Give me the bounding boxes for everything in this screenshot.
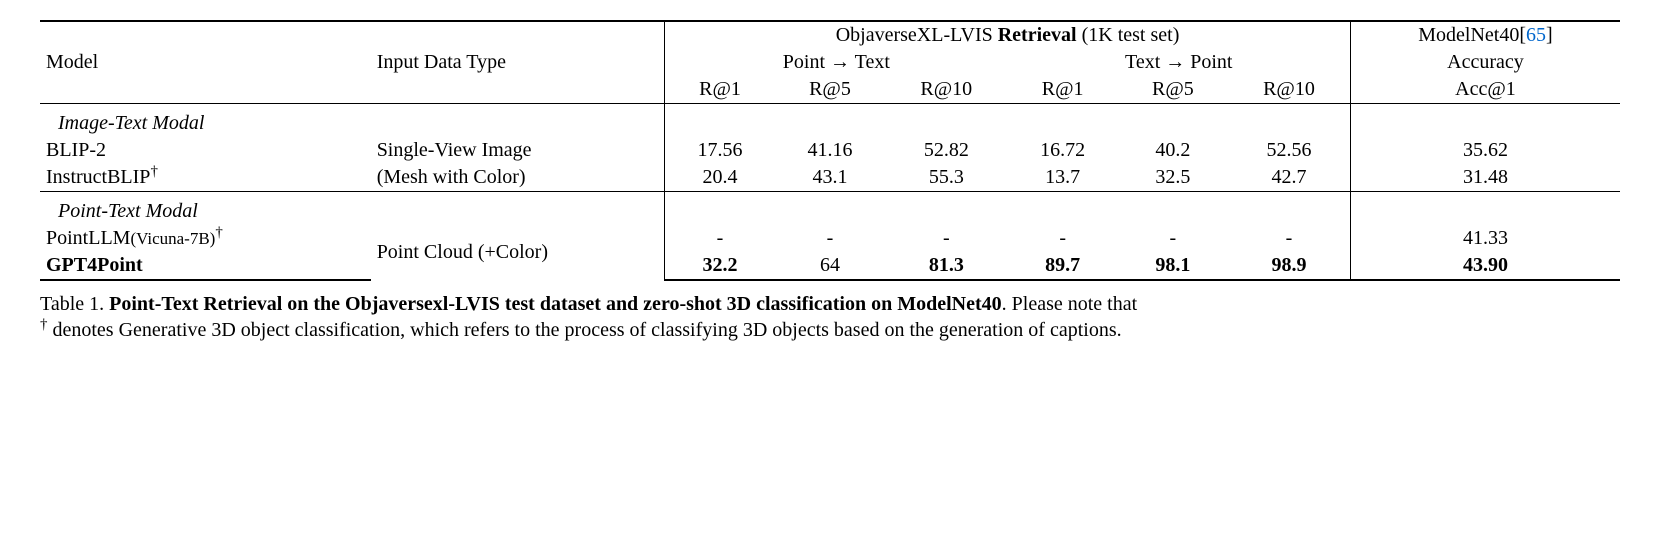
- cell: 43.1: [775, 164, 885, 192]
- cell: 13.7: [1008, 164, 1118, 192]
- cell: -: [885, 225, 1007, 252]
- table-row: PointLLM(Vicuna-7B)† Point Cloud (+Color…: [40, 225, 1620, 252]
- cell: 32.2: [665, 252, 775, 280]
- cell: 89.7: [1008, 252, 1118, 280]
- model-name: InstructBLIP†: [40, 164, 371, 192]
- retrieval-pre: ObjaverseXL-LVIS: [836, 24, 998, 46]
- cell: -: [1228, 225, 1350, 252]
- input-type: Point Cloud (+Color): [371, 225, 665, 280]
- cell: -: [775, 225, 885, 252]
- cell: 35.62: [1350, 137, 1620, 164]
- results-table-container: Model Input Data Type ObjaverseXL-LVIS R…: [40, 20, 1620, 343]
- model-name-text: InstructBLIP: [46, 166, 150, 188]
- cell: -: [1118, 225, 1228, 252]
- caption-label: Table 1.: [40, 293, 109, 315]
- caption-text: . Please note that: [1002, 293, 1138, 315]
- h-acc1: Acc@1: [1350, 76, 1620, 104]
- cell: 55.3: [885, 164, 1007, 192]
- table-row: BLIP-2 Single-View Image 17.56 41.16 52.…: [40, 137, 1620, 164]
- cell: -: [665, 225, 775, 252]
- h-p2t-r1: R@1: [665, 76, 775, 104]
- col-header-retrieval: ObjaverseXL-LVIS Retrieval (1K test set): [665, 21, 1351, 49]
- col-header-modelnet: ModelNet40[65]: [1350, 21, 1620, 49]
- cell: 52.56: [1228, 137, 1350, 164]
- group-image-text: Image-Text Modal: [40, 110, 665, 137]
- dagger-icon: †: [215, 224, 223, 240]
- h-t2p-r1: R@1: [1008, 76, 1118, 104]
- model-name: BLIP-2: [40, 137, 371, 164]
- h-p2t-r10: R@10: [885, 76, 1007, 104]
- cell: 31.48: [1350, 164, 1620, 192]
- model-name-text: PointLLM: [46, 227, 130, 249]
- h-t2p-r10: R@10: [1228, 76, 1350, 104]
- cell: 43.90: [1350, 252, 1620, 280]
- input-type: Single-View Image: [371, 137, 665, 164]
- subhead-t2p: Text → Point: [1008, 49, 1351, 76]
- col-header-input: Input Data Type: [371, 21, 665, 104]
- cell: 41.16: [775, 137, 885, 164]
- modelnet-post: ]: [1546, 24, 1553, 46]
- results-table: Model Input Data Type ObjaverseXL-LVIS R…: [40, 20, 1620, 281]
- cell: 52.82: [885, 137, 1007, 164]
- model-name-small: (Vicuna-7B): [130, 229, 215, 248]
- retrieval-bold: Retrieval: [998, 24, 1077, 46]
- retrieval-post: (1K test set): [1077, 24, 1180, 46]
- caption-rest: denotes Generative 3D object classificat…: [48, 319, 1122, 341]
- cell: 20.4: [665, 164, 775, 192]
- model-name: GPT4Point: [40, 252, 371, 280]
- table-row: GPT4Point 32.2 64 81.3 89.7 98.1 98.9 43…: [40, 252, 1620, 280]
- cell: 16.72: [1008, 137, 1118, 164]
- dagger-icon: †: [150, 163, 158, 179]
- cell: 17.56: [665, 137, 775, 164]
- subhead-accuracy: Accuracy: [1350, 49, 1620, 76]
- cell: 98.1: [1118, 252, 1228, 280]
- table-caption: Table 1. Point-Text Retrieval on the Obj…: [40, 291, 1620, 343]
- cell: -: [1008, 225, 1118, 252]
- cell: 42.7: [1228, 164, 1350, 192]
- cell: 40.2: [1118, 137, 1228, 164]
- modelnet-cite: 65: [1526, 24, 1546, 46]
- dagger-icon: †: [40, 316, 48, 332]
- h-p2t-r5: R@5: [775, 76, 885, 104]
- caption-bold: Point-Text Retrieval on the Objaversexl-…: [109, 293, 1002, 315]
- modelnet-pre: ModelNet40[: [1418, 24, 1526, 46]
- subhead-p2t: Point → Text: [665, 49, 1008, 76]
- cell: 41.33: [1350, 225, 1620, 252]
- group-point-text: Point-Text Modal: [40, 198, 665, 225]
- col-header-model: Model: [40, 21, 371, 104]
- h-t2p-r5: R@5: [1118, 76, 1228, 104]
- table-row: InstructBLIP† (Mesh with Color) 20.4 43.…: [40, 164, 1620, 192]
- model-name: PointLLM(Vicuna-7B)†: [40, 225, 371, 252]
- cell: 98.9: [1228, 252, 1350, 280]
- input-type: (Mesh with Color): [371, 164, 665, 192]
- cell: 81.3: [885, 252, 1007, 280]
- cell: 64: [775, 252, 885, 280]
- cell: 32.5: [1118, 164, 1228, 192]
